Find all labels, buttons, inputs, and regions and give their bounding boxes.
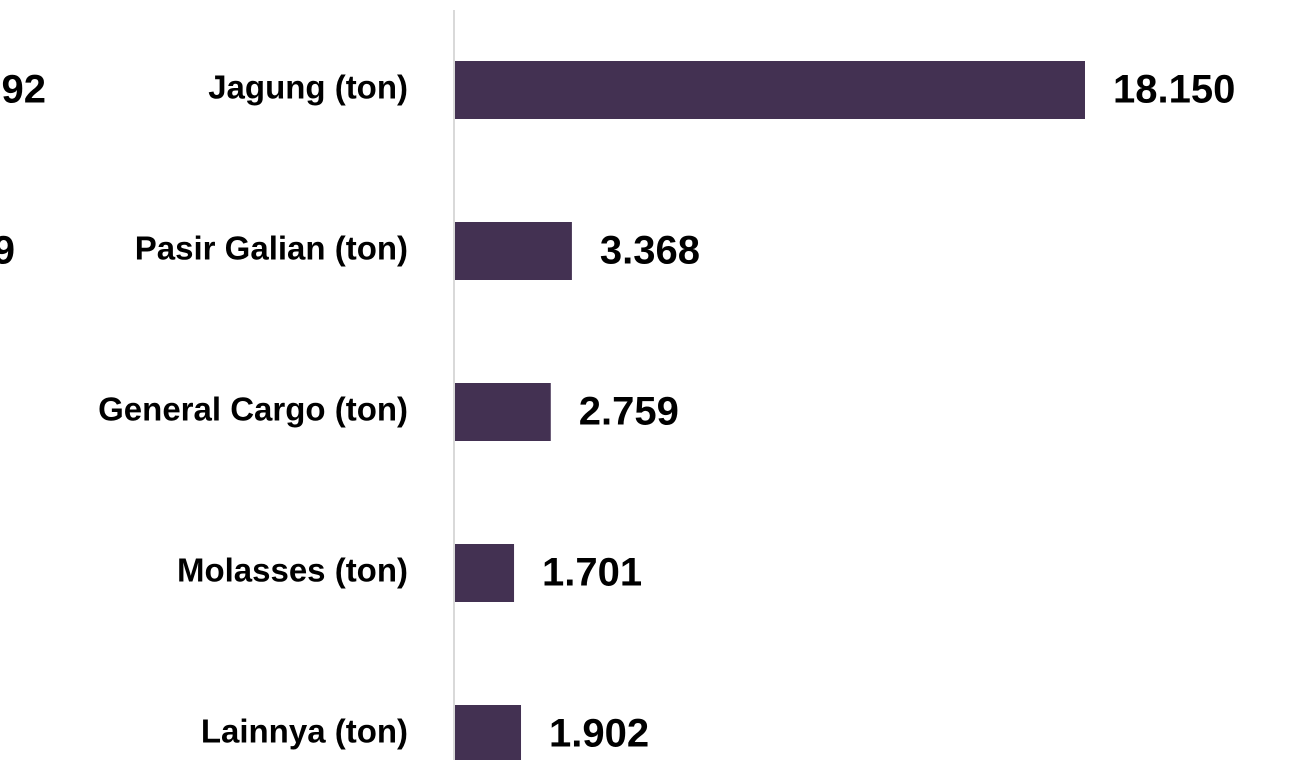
- category-label: Molasses (ton): [177, 552, 408, 589]
- value-label: 18.150: [1113, 68, 1235, 112]
- value-label: 3.368: [600, 229, 700, 273]
- clipped-label: 92: [2, 68, 47, 112]
- category-label: Jagung (ton): [208, 69, 408, 106]
- bar: [455, 544, 515, 602]
- value-label: 1.701: [542, 551, 642, 595]
- category-label: Lainnya (ton): [201, 713, 408, 750]
- bar: [455, 383, 551, 441]
- bar: [455, 705, 522, 760]
- value-label: 2.759: [579, 390, 679, 434]
- value-label: 1.902: [549, 712, 649, 756]
- bar: [455, 222, 572, 280]
- category-label: General Cargo (ton): [98, 391, 408, 428]
- clipped-label: 9: [0, 229, 15, 273]
- bar: [455, 61, 1085, 119]
- category-label: Pasir Galian (ton): [135, 230, 408, 267]
